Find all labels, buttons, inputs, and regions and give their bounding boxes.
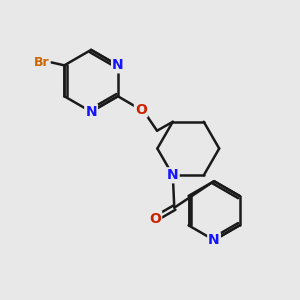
Text: O: O bbox=[149, 212, 161, 226]
Text: N: N bbox=[167, 168, 178, 182]
Text: N: N bbox=[208, 233, 220, 247]
Text: N: N bbox=[85, 105, 97, 119]
Text: N: N bbox=[112, 58, 124, 72]
Text: Br: Br bbox=[34, 56, 50, 69]
Text: O: O bbox=[135, 103, 147, 116]
